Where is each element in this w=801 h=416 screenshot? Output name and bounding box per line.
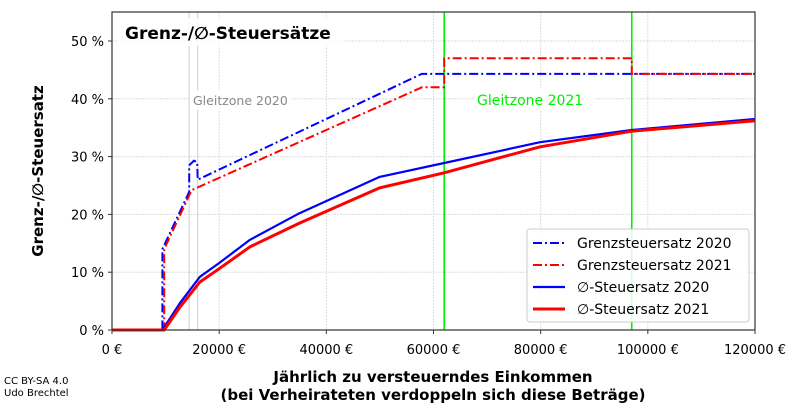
x-tick-label: 80000 € (514, 343, 568, 358)
y-axis-label: Grenz-/∅-Steuersatz (29, 85, 47, 257)
x-tick-label: 100000 € (617, 343, 679, 358)
legend-label: ∅-Steuersatz 2021 (577, 302, 709, 318)
y-tick-label: 30 % (71, 151, 104, 166)
chart-title: Grenz-/∅-Steuersätze (125, 24, 331, 44)
annotation-gleitzone-2021: Gleitzone 2021 (477, 93, 583, 109)
x-tick-label: 60000 € (407, 343, 461, 358)
series-line-0 (112, 72, 755, 331)
legend-label: Grenzsteuersatz 2021 (577, 258, 732, 274)
series-line-1 (112, 57, 755, 331)
annot-bg-2021 (474, 88, 594, 110)
annotation-gleitzone-2020: Gleitzone 2020 (193, 93, 288, 108)
y-tick-label: 40 % (71, 93, 104, 108)
title-bg (118, 18, 344, 46)
series-line-3 (112, 119, 756, 332)
legend-label: ∅-Steuersatz 2020 (577, 280, 709, 296)
legend: Grenzsteuersatz 2020 Grenzsteuersatz 2021… (526, 228, 750, 323)
y-tick-label: 50 % (71, 35, 104, 50)
x-axis-label-2: (bei Verheirateten verdoppeln sich diese… (221, 386, 646, 404)
x-axis-label: Jährlich zu versteuerndes Einkommen (272, 368, 592, 386)
x-tick-label: 120000 € (724, 343, 786, 358)
y-tick-label: 20 % (71, 208, 104, 223)
ticks: 0 € 20000 € 40000 € 60000 € 80000 € 100000 € 1… (71, 35, 786, 358)
series-group (112, 57, 756, 332)
y-tick-label: 10 % (71, 266, 104, 281)
x-tick-label: 40000 € (299, 343, 353, 358)
legend-label: Grenzsteuersatz 2020 (577, 236, 732, 252)
x-tick-label: 0 € (102, 343, 123, 358)
license-text: CC BY-SA 4.0 (4, 376, 68, 387)
series-line-2 (112, 117, 756, 332)
y-tick-label: 0 % (79, 324, 104, 339)
author-text: Udo Brechtel (4, 388, 69, 399)
x-tick-label: 20000 € (192, 343, 246, 358)
grid (111, 12, 756, 331)
legend-box (526, 228, 750, 323)
annot-bg-2020 (190, 90, 292, 110)
